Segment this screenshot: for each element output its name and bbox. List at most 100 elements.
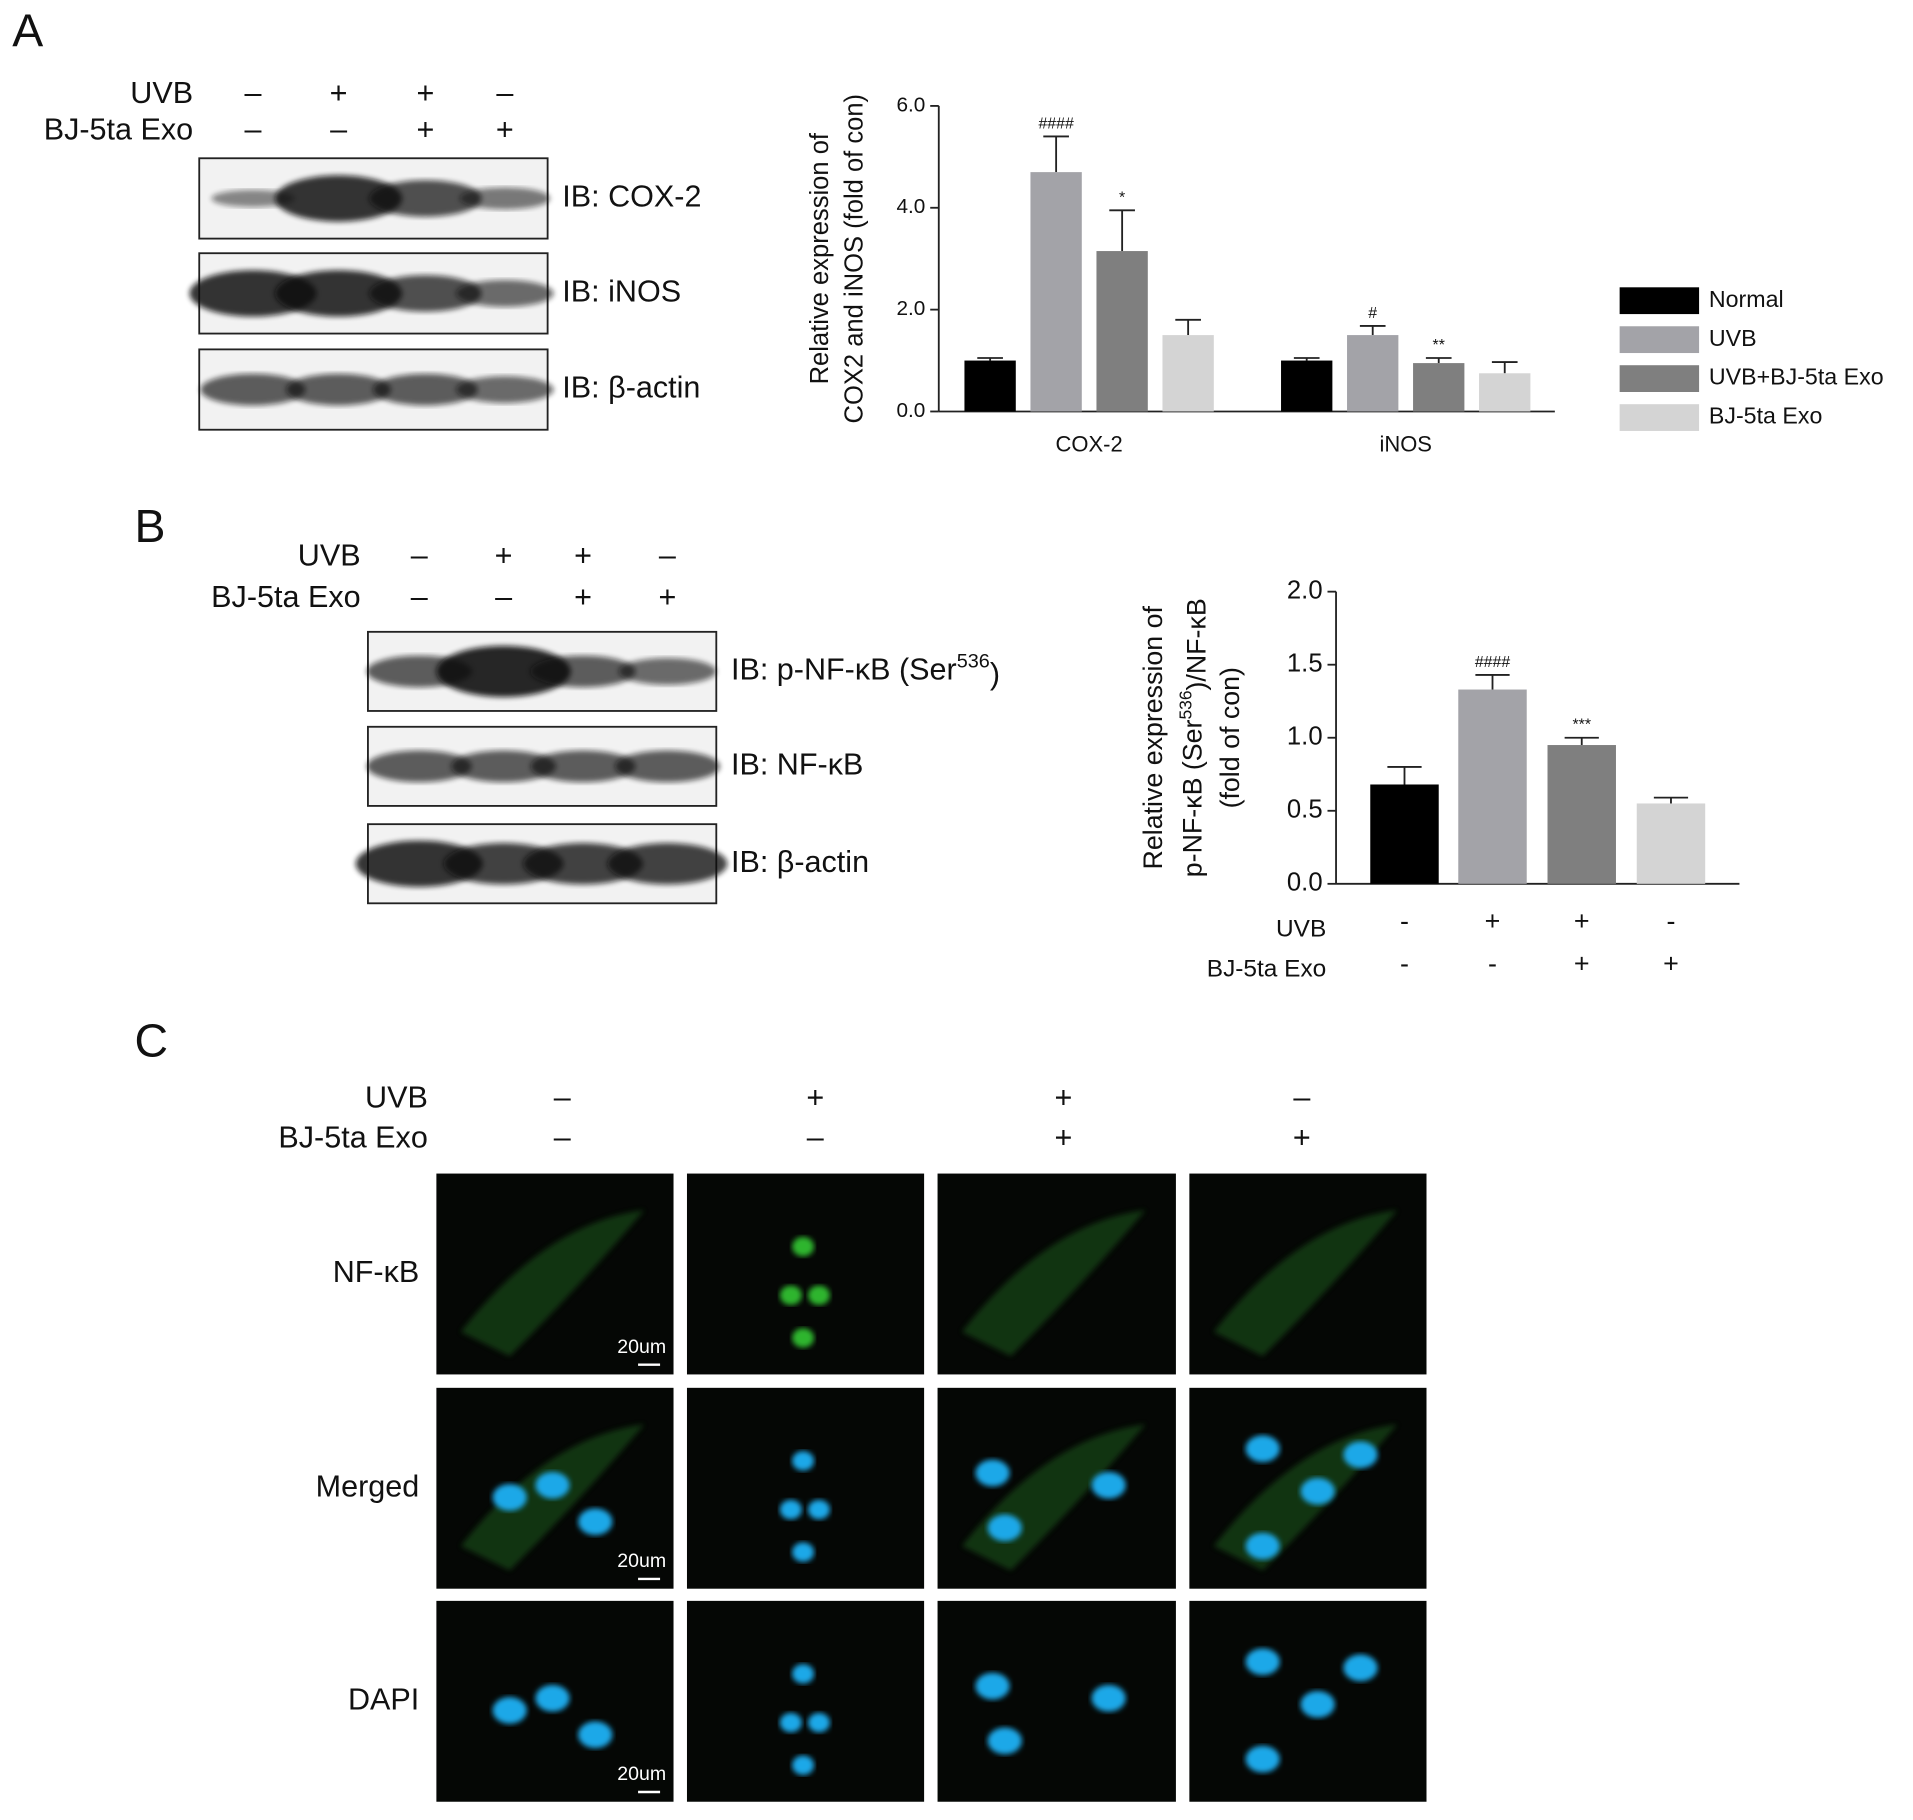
nucleus [807, 1712, 830, 1733]
x-tick-label: COX-2 [1056, 431, 1123, 456]
y-tick-label: 2.0 [896, 297, 925, 320]
bar [1030, 172, 1082, 412]
blot-label: IB: NF-κB [731, 747, 863, 781]
condition-sign: + [416, 113, 434, 147]
bar [1636, 803, 1706, 884]
significance: *** [1572, 717, 1591, 734]
significance: #### [1038, 116, 1074, 133]
micrograph [937, 1600, 1176, 1802]
condition-sign: - [1400, 906, 1409, 936]
condition-sign: + [574, 539, 592, 573]
nucleus [535, 1684, 570, 1712]
condition-sign: – [496, 76, 513, 110]
y-tick-label: 2.0 [1287, 576, 1323, 604]
condition-label: UVB [365, 1080, 428, 1114]
condition-sign: + [1663, 949, 1679, 979]
condition-sign: + [1485, 906, 1501, 936]
nucleus [578, 1721, 613, 1749]
blot-band [455, 376, 554, 403]
nucleus [987, 1514, 1022, 1542]
legend-label: UVB [1709, 325, 1757, 351]
legend-label: BJ-5ta Exo [1709, 403, 1822, 429]
condition-sign: + [1055, 1121, 1073, 1155]
blot-band [436, 645, 571, 697]
blot-band [211, 189, 295, 207]
legend-swatch [1619, 365, 1700, 392]
blot-band [451, 750, 557, 783]
condition-sign: + [1574, 906, 1590, 936]
condition-sign: + [495, 539, 513, 573]
blot-band [275, 175, 403, 222]
panel-letter: C [134, 1015, 168, 1067]
bar [1162, 335, 1214, 412]
y-tick-label: 1.5 [1287, 649, 1323, 677]
bar [1413, 363, 1465, 412]
nucleus [1300, 1690, 1335, 1718]
nucleus [792, 1542, 815, 1562]
blot-band [366, 750, 472, 783]
blot-label-part: IB: p-NF-κB (Ser [731, 652, 957, 686]
y-axis-label: (fold of con) [1215, 667, 1245, 808]
y-axis-label: Relative expression of [1138, 605, 1168, 869]
bar [1281, 360, 1333, 412]
cytoplasm [1213, 1210, 1398, 1357]
legend-label: Normal [1709, 286, 1784, 312]
bar [1547, 745, 1616, 884]
condition-sign: + [496, 113, 514, 147]
y-tick-label: 0.0 [1287, 869, 1323, 897]
condition-label: BJ-5ta Exo [1207, 956, 1326, 983]
condition-sign: - [1400, 949, 1409, 979]
legend-swatch [1619, 287, 1700, 315]
condition-sign: + [1055, 1080, 1073, 1114]
scale-bar-label: 20um [617, 1763, 666, 1785]
blot-band [369, 180, 482, 217]
condition-sign: – [807, 1121, 824, 1155]
panel-letter: B [134, 500, 165, 552]
significance: #### [1475, 654, 1511, 671]
legend-swatch [1619, 404, 1700, 431]
condition-sign: - [1488, 949, 1497, 979]
blot-label-sup: 536 [957, 651, 990, 673]
condition-sign: – [330, 113, 347, 147]
bar [1479, 373, 1531, 412]
nucleus [1343, 1441, 1378, 1469]
blot-label: IB: COX-2 [562, 180, 701, 214]
nucleus [535, 1471, 570, 1499]
bar [964, 360, 1016, 412]
condition-sign: – [495, 580, 512, 614]
nucleus [975, 1459, 1010, 1487]
nucleus [1091, 1471, 1126, 1499]
y-axis-label-part: p-NF-κB (Ser [1177, 719, 1207, 877]
nucleus [779, 1285, 802, 1306]
blot-label: IB: β-actin [562, 371, 700, 405]
condition-sign: + [658, 580, 676, 614]
condition-label: UVB [1276, 916, 1326, 943]
condition-sign: - [1666, 906, 1675, 936]
blot-band [355, 840, 483, 887]
condition-sign: + [1574, 949, 1590, 979]
bar [1347, 335, 1399, 412]
y-tick-label: 0.0 [896, 399, 925, 422]
scale-bar-label: 20um [617, 1336, 666, 1358]
nucleus [807, 1499, 830, 1520]
blot-band [200, 373, 306, 406]
nucleus [1245, 1648, 1280, 1676]
nucleus [1245, 1532, 1280, 1560]
condition-sign: – [554, 1121, 571, 1155]
nucleus [779, 1712, 802, 1733]
condition-sign: – [245, 113, 262, 147]
condition-label: UVB [130, 76, 193, 110]
y-tick-label: 0.5 [1287, 796, 1323, 824]
y-axis-label: Relative expression of [806, 132, 834, 384]
x-tick-label: iNOS [1379, 431, 1432, 456]
blot-band [286, 373, 392, 406]
nucleus [792, 1451, 815, 1471]
bar [1370, 784, 1439, 884]
condition-label: BJ-5ta Exo [211, 580, 360, 614]
condition-sign: + [806, 1080, 824, 1114]
row-label: Merged [316, 1469, 420, 1503]
blot-label: IB: p-NF-κB (Ser536) [731, 651, 1000, 691]
y-axis-label: p-NF-κB (Ser536)/NF-κB [1175, 598, 1212, 877]
blot-band [275, 270, 403, 317]
